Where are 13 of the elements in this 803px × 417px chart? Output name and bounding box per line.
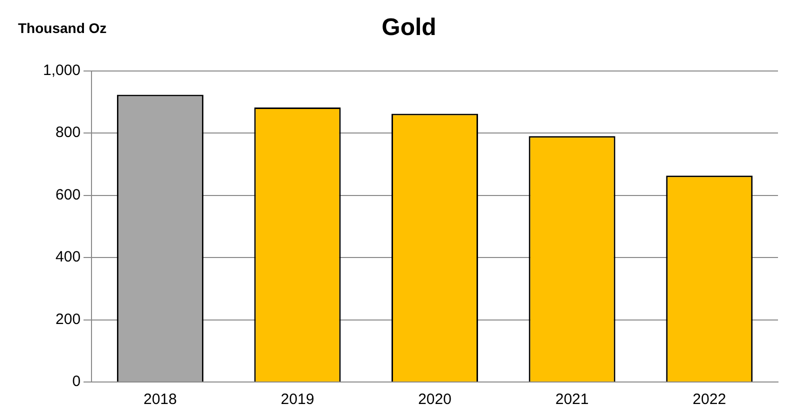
y-tick-label: 400 — [56, 248, 81, 266]
y-tick-label: 1,000 — [42, 62, 81, 79]
y-tick-label: 0 — [72, 373, 81, 390]
x-tick-label: 2022 — [692, 391, 726, 408]
y-tick-label: 200 — [56, 310, 81, 328]
chart-title: Gold — [382, 14, 436, 42]
y-axis-title: Thousand Oz — [18, 20, 107, 36]
x-tick-label: 2020 — [418, 391, 452, 408]
x-tick-label: 2021 — [555, 391, 589, 408]
y-tick-label: 600 — [56, 186, 81, 204]
y-tick-label: 800 — [56, 124, 81, 142]
x-tick-label: 2018 — [143, 391, 177, 408]
x-tick-label: 2019 — [280, 391, 314, 408]
